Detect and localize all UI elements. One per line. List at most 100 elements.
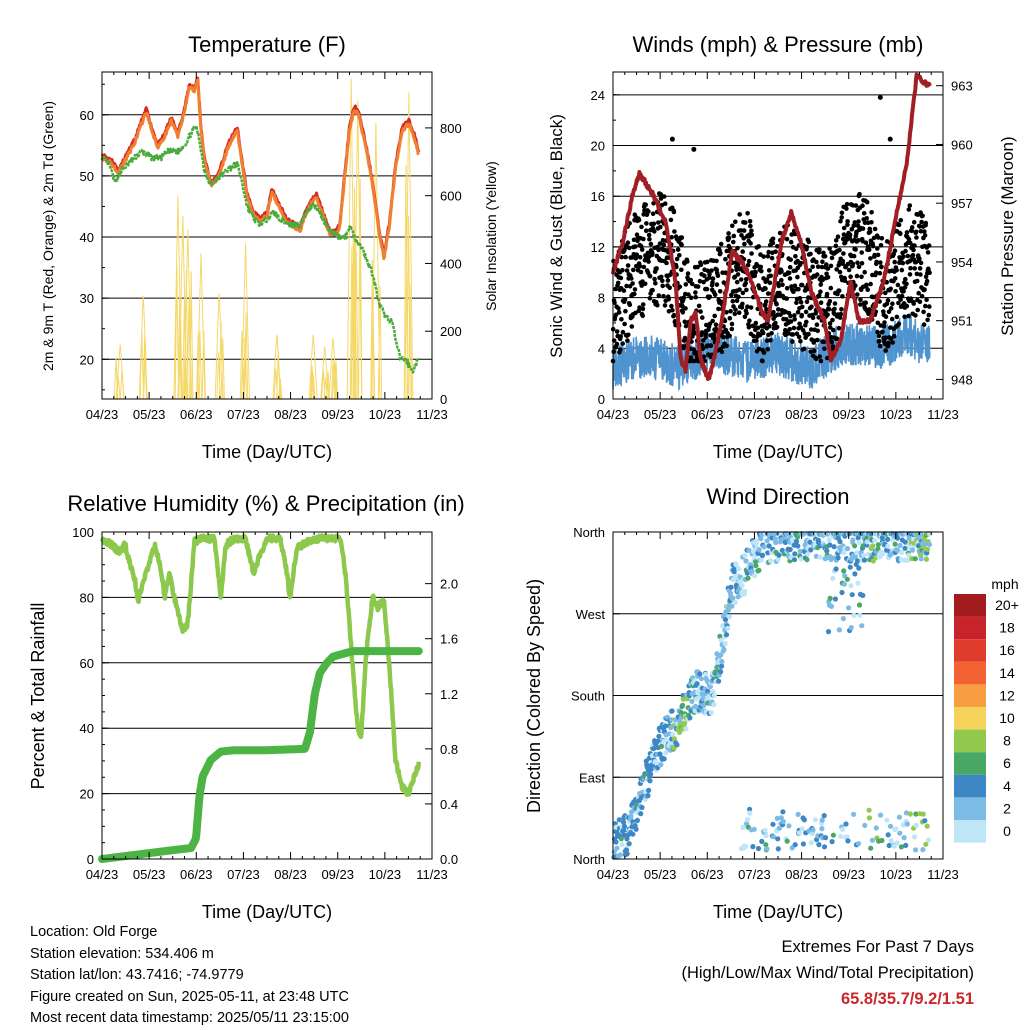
gust-point — [814, 322, 820, 328]
pressure-line — [611, 72, 932, 381]
gust-point — [681, 295, 687, 301]
direction-point — [869, 837, 876, 843]
gust-point — [800, 304, 805, 310]
direction-point — [841, 581, 847, 587]
direction-point — [901, 835, 907, 841]
gust-point — [644, 221, 649, 226]
gust-point — [718, 241, 724, 247]
gust-point — [914, 271, 920, 277]
gust-point — [656, 247, 661, 253]
direction-point — [725, 625, 731, 631]
direction-point — [856, 602, 863, 608]
legend-label: 4 — [1003, 778, 1011, 794]
gust-point — [926, 312, 932, 318]
gust-point — [837, 247, 842, 253]
direction-point — [718, 669, 724, 675]
gust-point — [696, 303, 702, 309]
temperature-plot-frame — [101, 71, 433, 400]
direction-point — [925, 837, 932, 843]
direction-point — [661, 756, 667, 762]
gust-point — [763, 286, 768, 291]
direction-point — [768, 558, 774, 564]
gust-point — [787, 264, 793, 270]
gust-point — [788, 239, 794, 245]
humidity-right-ytick-label: 0.8 — [440, 742, 458, 757]
gust-point — [878, 243, 884, 248]
gust-point — [831, 327, 836, 333]
direction-point — [731, 566, 738, 572]
gust-point — [625, 263, 631, 268]
gust-point — [768, 338, 773, 343]
gust-point — [710, 280, 715, 285]
gust-point — [766, 249, 771, 255]
gust-point — [765, 253, 771, 259]
direction-point — [787, 546, 793, 553]
gust-point — [908, 265, 913, 271]
gust-point — [829, 339, 835, 345]
direction-point — [840, 826, 846, 832]
gust-point — [870, 243, 876, 249]
gust-point — [836, 325, 842, 331]
direction-point — [687, 715, 693, 721]
direction-point — [648, 771, 654, 777]
direction-point — [855, 580, 861, 586]
direction-point — [770, 821, 776, 827]
direction-point — [850, 537, 856, 543]
temperature-right-ytick-label: 0 — [440, 392, 447, 407]
gust-point — [918, 229, 924, 234]
gust-point — [808, 327, 814, 332]
gust-point — [810, 315, 816, 321]
station-elevation: Station elevation: 534.406 m — [30, 945, 214, 962]
direction-point — [628, 813, 634, 819]
gust-point — [818, 289, 823, 295]
direction-point — [745, 817, 751, 823]
gust-point — [907, 203, 913, 208]
gust-point — [766, 268, 772, 273]
direction-point — [669, 708, 675, 714]
gust-point — [671, 312, 677, 318]
direction-point — [776, 552, 782, 558]
direction-point — [825, 629, 832, 635]
gust-point — [647, 296, 653, 301]
direction-point — [855, 841, 862, 847]
gust-point — [643, 202, 648, 208]
direction-point — [789, 537, 796, 543]
gust-point — [923, 303, 928, 309]
gust-point — [652, 229, 657, 234]
direction-point — [819, 826, 825, 832]
gust-point — [704, 286, 710, 292]
direction-point — [773, 539, 779, 546]
gust-point — [641, 264, 647, 270]
gust-point — [742, 220, 748, 225]
gust-point — [906, 237, 912, 242]
gust-point — [818, 282, 823, 287]
gust-point — [624, 283, 629, 289]
direction-point — [619, 842, 625, 848]
gust-point — [734, 298, 740, 304]
gust-point — [885, 298, 891, 303]
precipitation-line — [98, 647, 423, 863]
gust-point — [787, 327, 792, 332]
gust-point — [751, 333, 756, 339]
winds-xlabel: Time (Day/UTC) — [713, 442, 843, 462]
gust-point — [909, 228, 914, 234]
direction-point — [791, 557, 798, 563]
gust-point — [713, 326, 719, 332]
direction-point — [736, 566, 742, 572]
humidity-xtick-label: 11/23 — [416, 867, 448, 882]
direction-ytick-label: East — [579, 770, 605, 785]
gust-point — [825, 266, 831, 271]
gust-point — [620, 329, 626, 335]
gust-point — [658, 192, 664, 197]
direction-ytick-label: West — [576, 607, 606, 622]
direction-point — [786, 823, 792, 829]
gust-point — [879, 264, 884, 270]
gust-point — [698, 262, 704, 268]
gust-point — [922, 233, 928, 238]
gust-point — [888, 336, 894, 341]
direction-point — [614, 845, 620, 851]
gust-point — [683, 282, 689, 287]
legend-label: 14 — [999, 665, 1015, 681]
direction-point — [897, 542, 903, 549]
gust-point — [677, 253, 682, 258]
